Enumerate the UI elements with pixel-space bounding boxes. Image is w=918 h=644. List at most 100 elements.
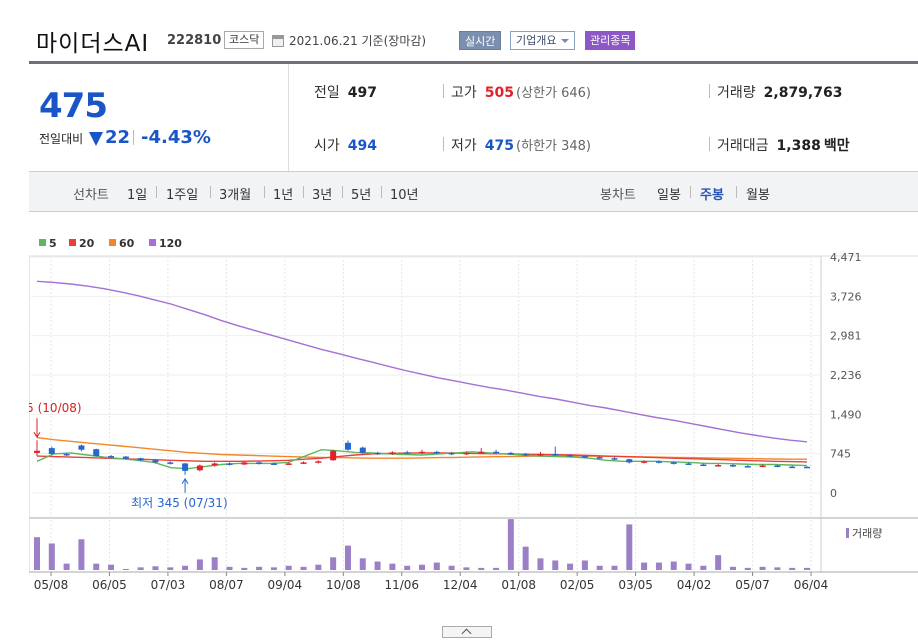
divider <box>133 130 134 145</box>
day-low: 저가 475 (하한가 348) <box>451 135 591 155</box>
divider <box>709 84 710 98</box>
trade-value-amount: 1,388 <box>776 138 821 154</box>
x-tick-label: 07/03 <box>151 578 186 592</box>
volume-bar <box>744 567 751 570</box>
candle-chart-label: 봉차트 <box>600 188 636 203</box>
candle-body <box>389 452 396 454</box>
y-tick-label: 745 <box>830 448 851 461</box>
divider <box>264 186 265 198</box>
change-amount: 22 <box>105 127 131 148</box>
volume-bar <box>78 539 85 570</box>
legend-label: 60 <box>119 237 135 250</box>
volume-bar <box>463 567 470 570</box>
candle-body <box>122 456 129 459</box>
candle-body <box>93 449 100 457</box>
candlesticks <box>34 440 810 475</box>
tab-1-year[interactable]: 1년 <box>273 188 294 203</box>
volume-bars: 거래량 <box>34 519 882 570</box>
volume-bar <box>122 568 129 570</box>
low-arrow-head <box>181 477 189 485</box>
volume-bar <box>478 567 485 570</box>
volume-bar <box>389 563 396 570</box>
candle-body <box>211 463 218 466</box>
open-value: 494 <box>347 138 377 154</box>
collapse-chart-button[interactable] <box>442 626 492 638</box>
candle-body <box>152 460 159 463</box>
tab-5-years[interactable]: 5년 <box>351 188 372 203</box>
candle-body <box>34 450 40 453</box>
high-annotation: 최고 995 (10/08) <box>29 401 82 415</box>
legend-swatch <box>109 239 116 246</box>
candle-body <box>537 453 544 456</box>
legend-label: 120 <box>159 237 182 250</box>
day-high: 고가 505 (상한가 646) <box>451 82 591 102</box>
candle-body <box>226 463 233 465</box>
y-tick-label: 0 <box>830 487 837 500</box>
divider <box>210 186 211 198</box>
volume-bar <box>759 566 766 570</box>
down-arrow-icon <box>89 132 103 146</box>
stock-code: 222810 <box>167 33 222 48</box>
volume-bar <box>93 563 100 570</box>
volume-bar <box>448 565 455 570</box>
x-tick-label: 02/05 <box>560 578 595 592</box>
candle-body <box>448 452 455 455</box>
volume-bar <box>256 566 263 570</box>
divider <box>709 137 710 151</box>
candle-body <box>48 448 55 454</box>
tab-monthly-candle[interactable]: 월봉 <box>746 188 770 203</box>
volume-bar <box>344 545 351 570</box>
volume-bar <box>611 565 618 570</box>
stock-name: 마이더스AI <box>36 31 150 57</box>
volume-bar <box>433 562 440 570</box>
managed-stock-badge[interactable]: 관리종목 <box>585 31 636 50</box>
tab-3-months[interactable]: 3개월 <box>219 188 252 203</box>
market-badge: 코스닥 <box>224 31 265 49</box>
volume-bar <box>152 566 159 570</box>
volume-bar <box>226 566 233 570</box>
candle-body <box>507 452 514 455</box>
realtime-button[interactable]: 실시간 <box>459 31 502 50</box>
tab-weekly-candle[interactable]: 주봉 <box>700 188 724 203</box>
y-tick-label: 4,471 <box>830 251 862 264</box>
candle-body <box>137 458 144 461</box>
stock-chart[interactable]: 5 20 60 120 최고 995 (10/08) 최저 345 (07/31) 4,… <box>0 212 918 644</box>
tab-3-years[interactable]: 3년 <box>312 188 333 203</box>
prev-close-value: 497 <box>347 85 377 101</box>
x-tick-label: 05/08 <box>34 578 69 592</box>
change-label: 전일대비 <box>39 132 84 146</box>
chart-canvas[interactable]: 5 20 60 120 최고 995 (10/08) 최저 345 (07/31) 4,… <box>0 212 918 644</box>
open-label: 시가 <box>314 138 340 154</box>
tab-10-years[interactable]: 10년 <box>390 188 419 203</box>
volume-label: 거래량 <box>717 85 756 101</box>
candle-body <box>478 451 485 454</box>
y-tick-label: 2,981 <box>830 330 862 343</box>
volume-bar <box>596 565 603 570</box>
legend-swatch <box>69 239 76 246</box>
x-tick-label: 09/04 <box>268 578 303 592</box>
ma60-line <box>36 436 807 460</box>
volume: 거래량 2,879,763 <box>717 82 842 102</box>
x-tick-label: 06/05 <box>92 578 127 592</box>
period-tabs: 선차트 1일 1주일 3개월 1년 3년 5년 10년 봉차트 일봉 주봉 월봉 <box>29 172 918 212</box>
high-label: 고가 <box>451 85 477 101</box>
volume-bar <box>315 564 322 570</box>
tab-1-day[interactable]: 1일 <box>127 188 148 203</box>
candle-body <box>241 462 248 465</box>
volume-legend-swatch <box>846 528 849 538</box>
prev-close-label: 전일 <box>314 85 340 101</box>
y-tick-label: 3,726 <box>830 290 862 303</box>
tab-daily-candle[interactable]: 일봉 <box>657 188 681 203</box>
volume-bar <box>641 562 648 570</box>
candle-body <box>567 454 574 457</box>
company-overview-dropdown[interactable]: 기업개요 <box>510 31 576 50</box>
tab-1-week[interactable]: 1주일 <box>166 188 199 203</box>
candle-body <box>670 462 677 464</box>
quote-date: 2021.06.21 기준(장마감) <box>289 34 427 48</box>
volume-bar <box>685 563 692 570</box>
x-tick-label: 10/08 <box>326 578 361 592</box>
x-tick-label: 11/06 <box>384 578 419 592</box>
header-divider <box>29 61 918 64</box>
divider <box>156 186 157 198</box>
volume-bar <box>567 563 574 570</box>
